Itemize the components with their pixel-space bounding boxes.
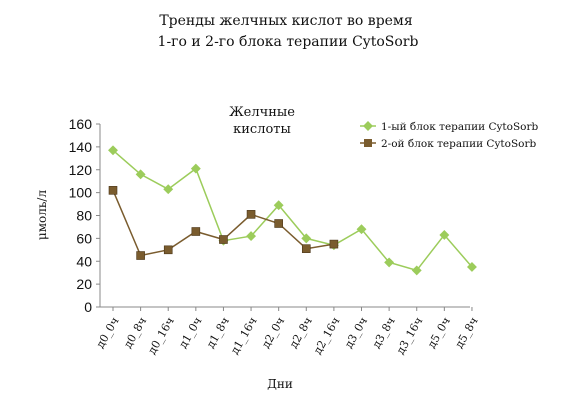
legend-label-2: 2-ой блок терапии CytoSorb [381, 138, 536, 150]
chart-subtitle-line-1: Желчные [229, 105, 295, 120]
series-line-1 [112, 149, 473, 272]
y-tick-label: 0 [84, 299, 92, 315]
x-tick-label: д1_16ч [228, 315, 260, 357]
x-axis-label: Дни [267, 377, 293, 391]
y-tick-label: 100 [69, 185, 93, 201]
data-point-series-1 [190, 163, 201, 174]
data-point-series-1 [163, 184, 174, 195]
x-tick-label: д0_0ч [94, 315, 122, 351]
x-tick-label: д5_8ч [453, 315, 481, 351]
x-tick-label: д2_0ч [259, 315, 287, 351]
y-tick-label: 160 [69, 116, 93, 132]
y-tick-label: 140 [69, 139, 93, 155]
data-point-series-1 [135, 169, 146, 180]
x-tick-label: д3_16ч [394, 315, 426, 357]
y-axis-label: μмоль/л [35, 190, 49, 241]
x-tick-label: д3_0ч [342, 315, 370, 351]
legend-marker-square [364, 139, 372, 147]
data-point-series-2 [246, 210, 256, 219]
legend: 1-ый блок терапии CytoSorb 2-ой блок тер… [360, 121, 539, 150]
data-point-series-1 [439, 229, 450, 240]
chart-title-line-1: Тренды желчных кислот во время [159, 13, 412, 29]
data-point-series-1 [356, 224, 367, 235]
data-point-series-1 [246, 231, 257, 242]
data-point-series-2 [136, 251, 145, 260]
chart-title-line-2: 1-го и 2-го блока терапии CytoSorb [158, 34, 419, 50]
x-tick-label: д1_8ч [204, 315, 232, 351]
x-tick-label: д0_16ч [145, 315, 177, 357]
data-point-series-1 [384, 257, 395, 268]
chart-subtitle-line-2: кислоты [233, 122, 291, 137]
x-tick-label: д1_0ч [176, 315, 204, 351]
legend-item-2: 2-ой блок терапии CytoSorb [360, 138, 536, 150]
y-ticks: 0 20 40 60 80 100 120 140 160 [69, 116, 100, 315]
data-point-series-2 [191, 227, 201, 236]
x-tick-label: д2_16ч [311, 315, 343, 357]
x-tick-label: д5_0ч [425, 315, 453, 351]
data-point-series-1 [273, 200, 284, 211]
data-point-series-2 [108, 186, 118, 195]
y-tick-label: 80 [76, 208, 92, 224]
axes [99, 124, 470, 308]
data-point-series-2 [301, 244, 311, 253]
x-tick-label: д2_8ч [287, 315, 315, 351]
y-tick-label: 20 [76, 276, 92, 292]
legend-item-1: 1-ый блок терапии CytoSorb [360, 121, 539, 133]
y-tick-label: 40 [76, 253, 92, 269]
x-tick-label: д0_8ч [121, 315, 149, 351]
legend-label-1: 1-ый блок терапии CytoSorb [381, 121, 539, 133]
data-point-series-1 [411, 265, 422, 276]
plot-area [108, 145, 477, 276]
data-point-series-1 [108, 145, 118, 156]
data-point-series-1 [301, 233, 312, 244]
x-tick-label: д3_8ч [370, 315, 398, 351]
data-point-series-2 [219, 235, 228, 244]
series-line-2 [112, 190, 335, 257]
legend-marker-diamond [363, 121, 373, 131]
y-tick-label: 120 [69, 162, 93, 178]
data-point-series-2 [163, 245, 173, 255]
data-point-series-2 [329, 239, 339, 249]
data-point-series-1 [467, 262, 477, 272]
y-tick-label: 60 [76, 230, 92, 246]
data-point-series-2 [274, 219, 283, 228]
